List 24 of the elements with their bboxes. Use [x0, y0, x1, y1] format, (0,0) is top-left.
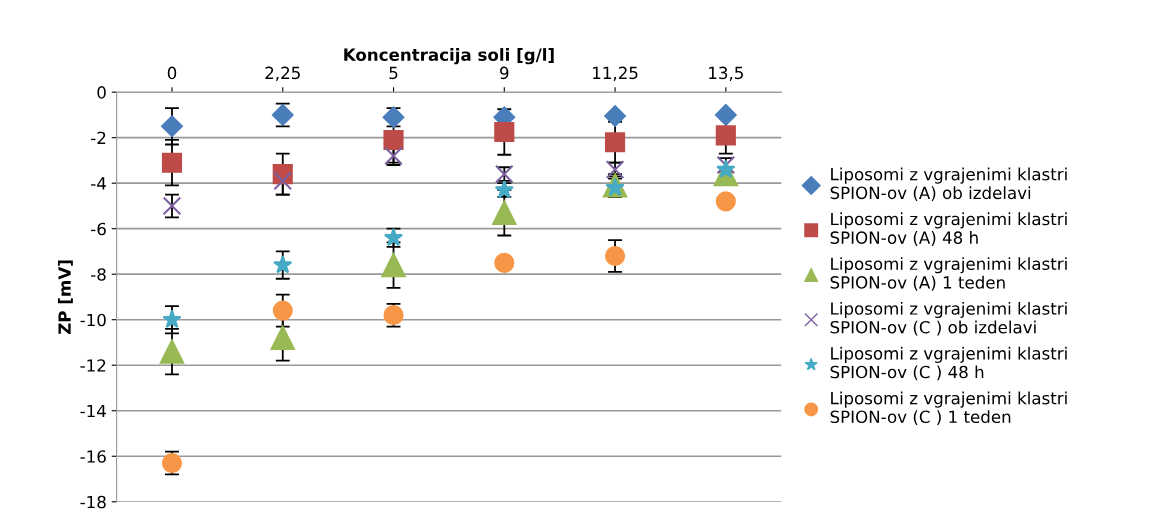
y-tick-label: -14	[80, 404, 106, 418]
y-tick-label: -16	[80, 450, 106, 463]
y-tick-label: -12	[80, 359, 106, 372]
y-axis-title: ZP [mV]	[57, 260, 73, 335]
y-tick-label: -18	[80, 495, 106, 509]
y-tick-label: 0	[97, 86, 106, 99]
legend-label: Liposomi z vgrajenimi klastri SPION-ov (A) 48 h	[830, 212, 1067, 246]
y-tick-label: -8	[91, 268, 106, 281]
y-tick-label: -2	[91, 131, 106, 144]
legend-label: Liposomi z vgrajenimi klastri SPION-ov (C ) 48 h	[830, 346, 1067, 381]
legend-label: Liposomi z vgrajenimi klastri SPION-ov (A) 1 teden	[830, 257, 1067, 291]
x-tick-label: 13,5	[709, 66, 743, 81]
x-axis-title: Koncentracija soli [g/l]	[344, 48, 554, 65]
x-tick-label: 0	[167, 66, 177, 80]
legend-label: Liposomi z vgrajenimi klastri SPION-ov (C ) 1 teden	[830, 391, 1067, 426]
legend-label: Liposomi z vgrajenimi klastri SPION-ov (C ) ob izdelavi	[830, 301, 1067, 336]
legend-label: Liposomi z vgrajenimi klastri SPION-ov (A) ob izdelavi	[830, 167, 1067, 202]
x-tick-label: 11,25	[593, 66, 638, 81]
x-tick-label: 5	[389, 66, 398, 80]
y-tick-label: -4	[91, 177, 106, 190]
y-tick-label: -10	[80, 313, 106, 327]
x-tick-label: 2,25	[265, 66, 300, 81]
y-tick-label: -6	[91, 222, 106, 236]
x-tick-label: 9	[500, 66, 509, 80]
